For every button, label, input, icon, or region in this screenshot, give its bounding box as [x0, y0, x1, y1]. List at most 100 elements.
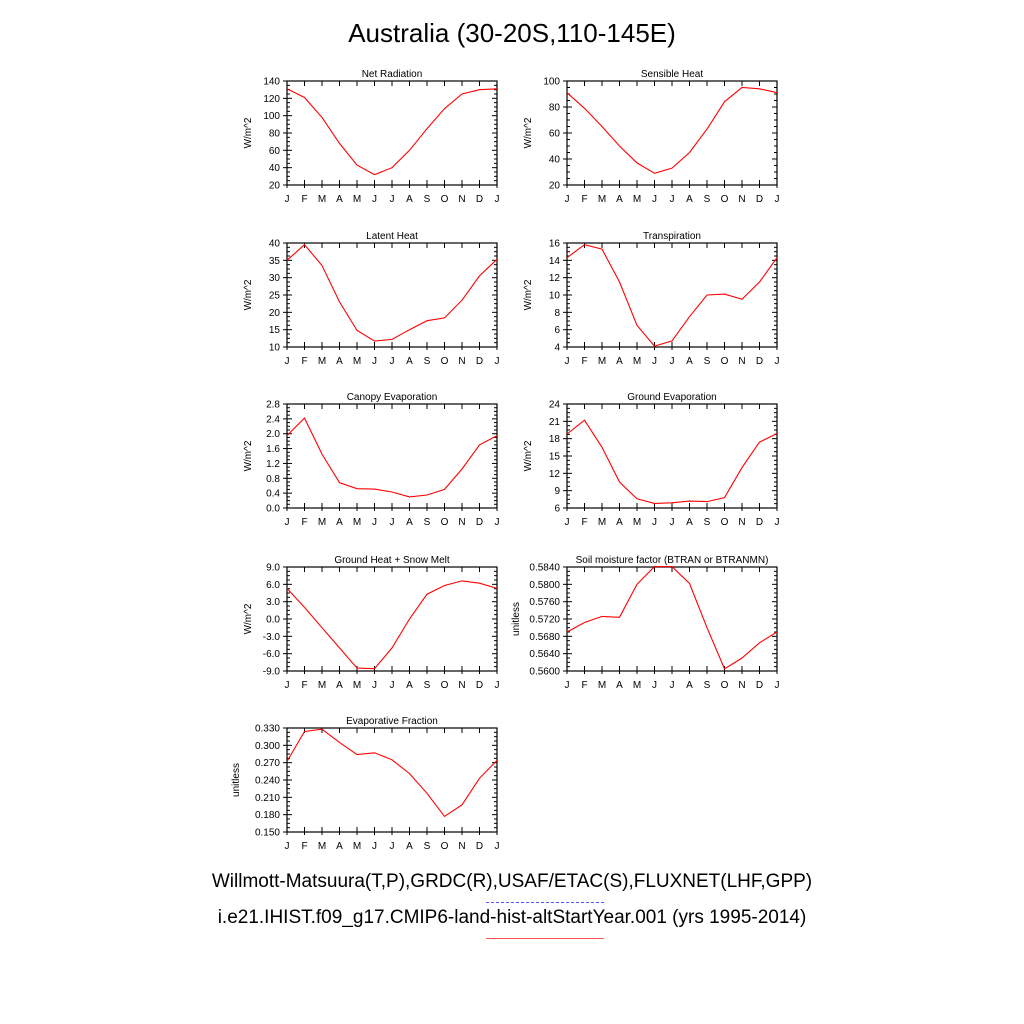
series-line — [566, 244, 778, 347]
x-tick-label: J — [652, 680, 657, 691]
x-tick-label: J — [285, 517, 290, 528]
x-tick-label: J — [565, 194, 570, 205]
legend-observed-line — [486, 902, 604, 903]
y-axis-label: W/m^2 — [243, 279, 254, 310]
x-tick-label: A — [336, 841, 343, 852]
y-tick-label: 8 — [554, 308, 560, 319]
x-tick-label: M — [633, 356, 641, 367]
x-tick-label: D — [476, 841, 483, 852]
x-tick-label: J — [372, 356, 377, 367]
panel-title: Evaporative Fraction — [346, 716, 438, 727]
x-tick-label: O — [441, 841, 449, 852]
x-tick-label: D — [756, 680, 763, 691]
y-tick-label: -3.0 — [263, 632, 281, 643]
x-tick-label: J — [775, 517, 780, 528]
x-tick-label: A — [686, 680, 693, 691]
x-tick-label: D — [476, 517, 483, 528]
y-tick-label: 0.0 — [266, 615, 280, 626]
x-tick-label: J — [495, 356, 500, 367]
x-tick-label: F — [581, 680, 587, 691]
y-tick-label: 10 — [549, 291, 561, 302]
x-tick-label: A — [406, 680, 413, 691]
x-tick-label: A — [616, 517, 623, 528]
legend-model-text: i.e21.IHIST.f09_g17.CMIP6-land-hist-altS… — [217, 907, 807, 928]
y-tick-label: 0.5720 — [529, 615, 560, 626]
x-tick-label: J — [775, 356, 780, 367]
x-tick-label: J — [390, 194, 395, 205]
x-tick-label: J — [495, 194, 500, 205]
x-tick-label: D — [476, 194, 483, 205]
x-tick-label: O — [441, 680, 449, 691]
y-tick-label: 9.0 — [266, 563, 280, 574]
panel-frame — [286, 566, 498, 672]
x-tick-label: D — [476, 680, 483, 691]
x-tick-label: M — [318, 356, 326, 367]
x-tick-label: N — [738, 517, 745, 528]
y-axis-label: unitless — [231, 763, 242, 797]
x-tick-label: N — [738, 356, 745, 367]
panel-frame — [286, 80, 498, 186]
x-tick-label: F — [301, 841, 307, 852]
y-tick-label: 35 — [269, 256, 281, 267]
y-axis-label: W/m^2 — [523, 279, 534, 310]
x-tick-label: S — [424, 517, 431, 528]
y-tick-label: 120 — [263, 94, 280, 105]
panel-title: Ground Heat + Snow Melt — [334, 555, 450, 566]
x-tick-label: S — [704, 680, 711, 691]
x-tick-label: F — [301, 517, 307, 528]
series-line — [286, 243, 498, 342]
x-tick-label: O — [721, 356, 729, 367]
x-tick-label: J — [565, 517, 570, 528]
x-tick-label: F — [581, 517, 587, 528]
series-line — [566, 566, 778, 670]
x-tick-label: J — [652, 356, 657, 367]
x-tick-label: N — [738, 680, 745, 691]
y-axis-label: W/m^2 — [523, 117, 534, 148]
x-tick-label: A — [616, 194, 623, 205]
x-tick-label: J — [285, 356, 290, 367]
legend-model-line — [486, 938, 604, 939]
y-tick-label: 18 — [549, 434, 561, 445]
y-tick-label: 20 — [269, 181, 281, 192]
x-tick-label: N — [458, 680, 465, 691]
x-tick-label: A — [686, 356, 693, 367]
x-tick-label: A — [406, 841, 413, 852]
y-tick-label: 4 — [554, 343, 560, 354]
x-tick-label: J — [390, 517, 395, 528]
y-tick-label: 0.5680 — [529, 632, 560, 643]
x-tick-label: S — [424, 841, 431, 852]
x-tick-label: A — [616, 680, 623, 691]
x-tick-label: J — [670, 517, 675, 528]
y-tick-label: 20 — [269, 308, 281, 319]
y-axis-label: W/m^2 — [523, 440, 534, 471]
x-tick-label: J — [285, 194, 290, 205]
x-tick-label: M — [598, 194, 606, 205]
x-tick-label: D — [756, 517, 763, 528]
y-tick-label: 10 — [269, 343, 281, 354]
chart-panel: Ground Heat + Snow Melt W/m^2 -9.0 -6.0 -3.0… — [243, 555, 500, 691]
y-tick-label: 100 — [543, 77, 560, 88]
x-tick-label: J — [285, 680, 290, 691]
panel-title: Net Radiation — [362, 69, 423, 80]
y-tick-label: 25 — [269, 291, 281, 302]
x-tick-label: A — [686, 517, 693, 528]
x-tick-label: N — [458, 517, 465, 528]
x-tick-label: J — [652, 194, 657, 205]
x-tick-label: J — [372, 517, 377, 528]
x-tick-label: O — [721, 194, 729, 205]
y-tick-label: 6 — [554, 325, 560, 336]
y-tick-label: 24 — [549, 400, 561, 411]
panel-frame — [286, 403, 498, 509]
y-tick-label: 0.5760 — [529, 597, 560, 608]
panel-title: Soil moisture factor (BTRAN or BTRANMN) — [576, 555, 769, 566]
x-tick-label: M — [633, 517, 641, 528]
y-tick-label: 0.150 — [255, 828, 280, 839]
y-tick-label: 60 — [549, 129, 561, 140]
x-tick-label: S — [704, 356, 711, 367]
y-tick-label: 1.6 — [266, 444, 280, 455]
x-tick-label: M — [598, 680, 606, 691]
y-tick-label: 0.330 — [255, 724, 280, 735]
